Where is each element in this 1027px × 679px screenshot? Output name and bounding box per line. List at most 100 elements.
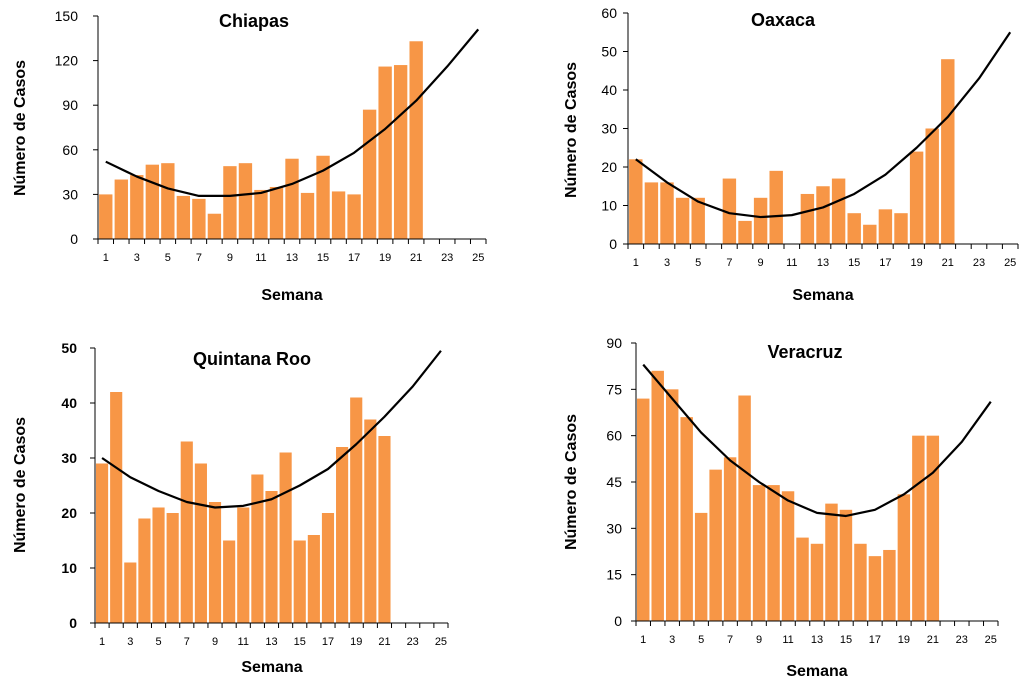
chart-2-bar [180,441,193,623]
chart-1-bar [738,220,752,244]
chart-0-x-tick-label: 15 [317,252,329,264]
chart-1-x-tick-label: 17 [879,257,891,269]
chart-3-bar [839,509,853,621]
chart-1-x-tick-label: 9 [758,257,764,269]
chart-1-bar [691,197,705,244]
chart-3-x-tick-label: 21 [927,634,939,646]
chart-0-x-tick-label: 23 [441,252,453,264]
chart-3-x-tick-label: 13 [811,634,823,646]
chart-3-x-tick-label: 23 [956,634,968,646]
chart-0-bar [114,179,128,239]
chart-0-x-tick-label: 13 [286,252,298,264]
chart-2-trendline [101,350,442,509]
chart-1-x-tick-label: 11 [786,257,797,269]
chart-0-bar [393,65,408,239]
chart-0-y-axis-label: Número de Casos [12,60,29,196]
chart-0-y-tick-label: 0 [70,231,78,247]
chart-2-x-tick-label: 17 [322,636,334,648]
chart-3-bar [651,370,664,621]
chart-3-y-tick-label: 30 [606,520,622,536]
chart-2-x-tick-label: 9 [212,636,218,648]
chart-1-bar [847,213,861,244]
chart-1-bar [941,59,955,245]
chart-2-x-axis-label: Semana [241,659,302,676]
chart-3-bar [796,537,809,621]
chart-1-x-tick-label: 23 [973,257,985,269]
chart-1-title: Oaxaca [751,10,816,30]
chart-0-y-tick-label: 90 [62,97,78,113]
chart-1-x-tick-label: 25 [1004,257,1016,269]
chart-0-x-tick-label: 21 [410,252,422,264]
chart-2-bar [336,447,349,623]
chart-0-y-tick-label: 150 [55,8,79,24]
chart-2-bar [350,397,363,623]
chart-2-bar [237,507,250,623]
chart-2-y-tick-label: 30 [61,450,77,466]
chart-1-y-tick-label: 10 [601,198,617,214]
chart-0-bar [176,195,191,239]
chart-3-bar [810,543,824,621]
chart-2-x-tick-label: 25 [435,636,447,648]
chart-3-bar [665,389,679,621]
chart-0-x-tick-label: 9 [227,252,233,264]
chart-1-bar [660,182,674,244]
chart-1-y-tick-label: 40 [601,82,617,98]
chart-3-title: Veracruz [767,342,842,362]
chart-3-x-tick-label: 5 [698,634,704,646]
chart-1-y-tick-label: 20 [601,159,617,175]
chart-2-bar [279,452,292,623]
chart-0-bar [238,163,253,239]
chart-2-y-tick-label: 50 [61,340,77,356]
chart-0-bar [254,189,268,239]
chart-3-bar [883,549,896,621]
chart-0-bar [362,109,377,239]
chart-1-y-tick-label: 0 [609,236,617,252]
chart-2-x-tick-label: 13 [265,636,277,648]
chart-2-x-tick-label: 15 [294,636,306,648]
chart-2-x-tick-label: 21 [378,636,390,648]
chart-3-y-tick-label: 0 [614,613,622,629]
chart-1-y-axis-label: Número de Casos [563,62,580,198]
chart-3-y-tick-label: 60 [606,428,622,444]
chart-1-bar [753,197,768,244]
chart-3-x-tick-label: 9 [756,634,762,646]
chart-2-x-tick-label: 11 [238,636,249,648]
chart-1-y-tick-label: 60 [601,5,617,21]
chart-0-bar [223,166,237,239]
chart-2-y-tick-label: 10 [61,560,77,576]
chart-3-bar [897,494,911,621]
chart-0-bar [269,186,284,239]
chart-2-bar [321,513,335,623]
chart-2-bar [152,507,165,623]
chart-0-bar [409,41,423,239]
chart-0-bar [300,192,315,239]
chart-1-bar [675,197,690,244]
chart-1-bar [800,193,815,244]
chart-1-bar [894,213,908,244]
chart-3-x-tick-label: 3 [669,634,675,646]
chart-3-bar [709,469,722,621]
chart-0-x-tick-label: 7 [196,252,202,264]
chart-3-x-axis-label: Semana [786,663,847,679]
chart-2-bar [166,513,179,623]
chart-0-bar [285,158,299,239]
chart-1-bar [925,128,939,244]
chart-0-y-tick-label: 30 [62,186,78,202]
chart-2-x-tick-label: 5 [155,636,161,648]
chart-2-bar [194,463,207,623]
chart-0-bar [192,198,206,239]
chart-2-y-tick-label: 0 [69,615,77,631]
chart-3-y-tick-label: 15 [606,567,622,583]
chart-2-x-tick-label: 3 [127,636,133,648]
chart-2-y-tick-label: 20 [61,505,77,521]
chart-3-x-tick-label: 19 [898,634,910,646]
chart-1-bar [644,182,659,244]
chart-1-bar [909,151,924,244]
chart-2-x-tick-label: 23 [407,636,419,648]
chart-3-bar [680,417,693,621]
chart-0-bar [145,164,159,239]
chart-1-x-tick-label: 21 [942,257,954,269]
